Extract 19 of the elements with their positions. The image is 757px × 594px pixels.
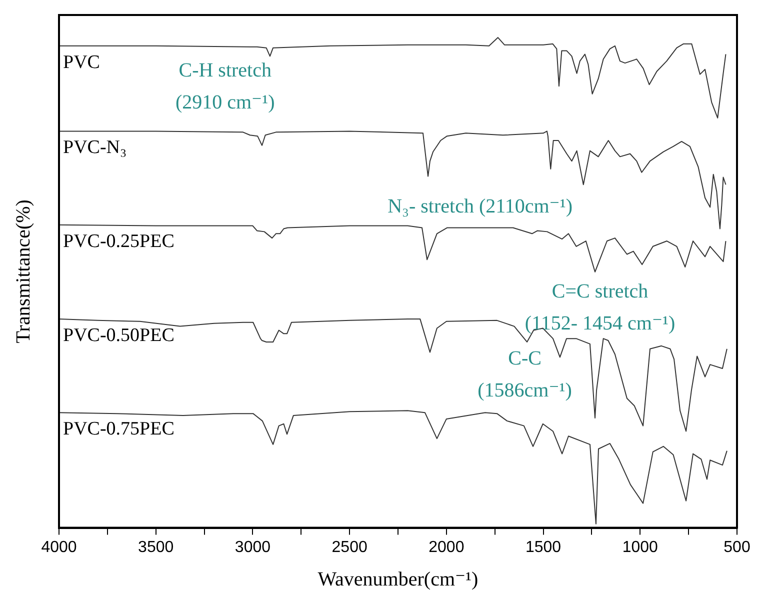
annotation: C-C (1586cm⁻¹) (478, 347, 572, 402)
x-tick-label: 3000 (234, 538, 271, 556)
x-tick-label: 2500 (332, 538, 368, 556)
series-label: PVC (63, 52, 100, 73)
y-axis-title: Transmittance(%) (12, 200, 34, 344)
series-label: PVC-0.50PEC (63, 324, 174, 346)
annotation: C=C stretch (1152- 1454 cm⁻¹) (524, 280, 676, 335)
annotation: N₃- stretch (2110cm⁻¹) (388, 196, 573, 218)
series-label: PVC-0.75PEC (63, 418, 174, 440)
series-label: PVC-0.25PEC (63, 230, 174, 252)
x-tick-label: 500 (724, 538, 750, 556)
series-label: PVC-N₃ (63, 137, 127, 158)
x-tick-label: 2000 (428, 538, 464, 556)
x-tick-label: 3500 (138, 538, 174, 556)
x-tick-label: 4000 (41, 538, 77, 556)
x-axis-title: Wavenumber(cm⁻¹) (318, 568, 478, 590)
x-tick-label: 1500 (525, 538, 562, 556)
annotation: C-H stretch (2910 cm⁻¹) (175, 60, 275, 114)
x-tick-label: 1000 (622, 538, 658, 556)
